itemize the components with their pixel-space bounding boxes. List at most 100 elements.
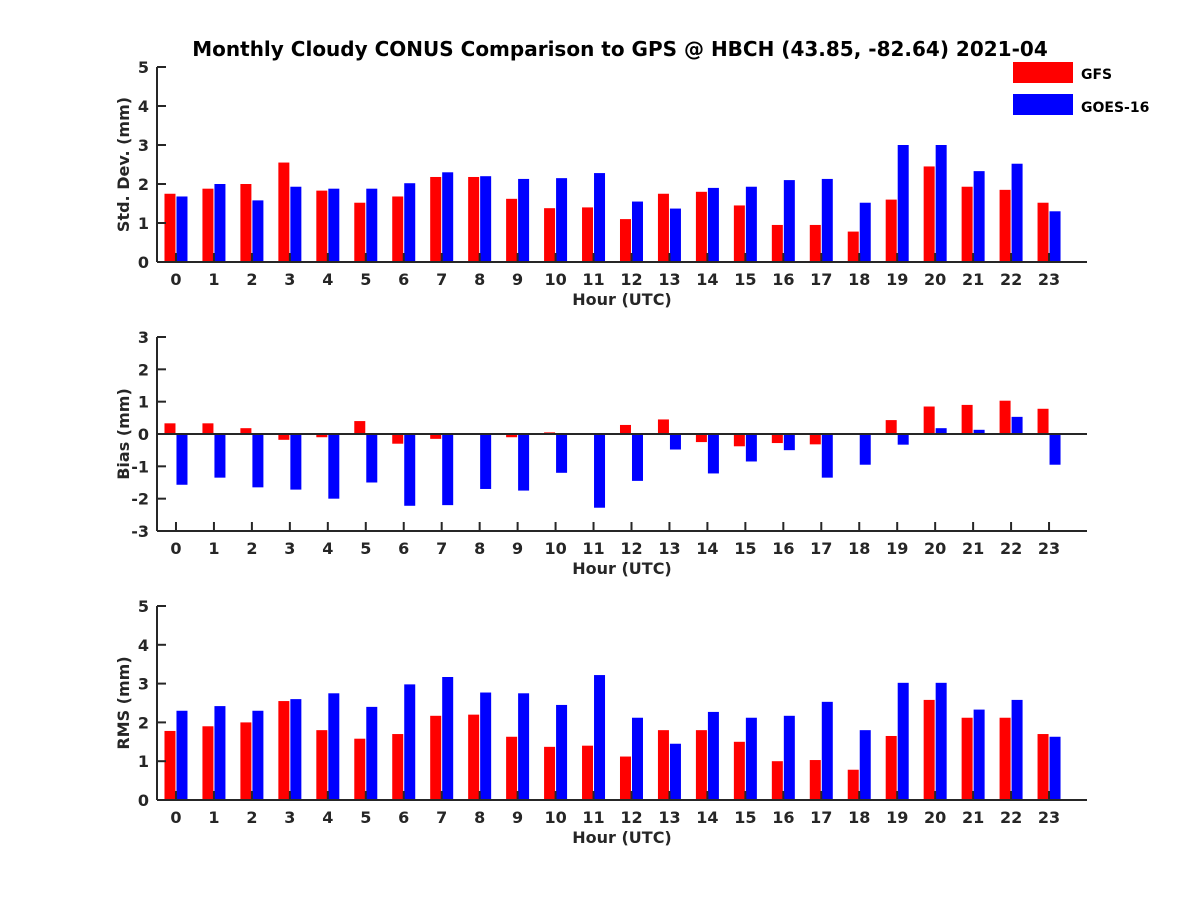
legend-label-gfs: GFS — [1081, 67, 1112, 83]
std-dev-bar-goes16-18 — [859, 202, 871, 262]
std-dev-bar-gfs-14 — [695, 191, 707, 262]
std-dev-bar-goes16-14 — [707, 187, 719, 262]
std-dev-bar-gfs-23 — [1037, 202, 1049, 262]
std-dev-x-tick-label: 10 — [544, 270, 566, 289]
rms-bar-goes16-5 — [366, 706, 378, 800]
std-dev-bar-gfs-12 — [619, 219, 631, 262]
rms-y-axis-label: RMS (mm) — [114, 656, 133, 749]
rms-bar-goes16-15 — [745, 717, 757, 800]
chart-title: Monthly Cloudy CONUS Comparison to GPS @… — [192, 37, 1047, 61]
bias-x-tick-label: 10 — [544, 539, 566, 558]
rms-bar-gfs-8 — [468, 714, 480, 800]
std-dev-x-tick-label: 4 — [322, 270, 333, 289]
std-dev-bar-goes16-21 — [973, 171, 985, 262]
bias-bar-goes16-11 — [594, 434, 606, 508]
rms-x-tick-label: 15 — [734, 808, 756, 827]
std-dev-bar-goes16-8 — [480, 176, 492, 262]
rms-bar-gfs-13 — [657, 730, 669, 800]
rms-bar-goes16-1 — [214, 706, 226, 800]
std-dev-bar-gfs-2 — [240, 184, 252, 262]
std-dev-bar-gfs-7 — [430, 176, 442, 262]
bias-bar-goes16-2 — [252, 434, 264, 488]
rms-bar-goes16-18 — [859, 730, 871, 800]
bias-x-tick-label: 17 — [810, 539, 832, 558]
bias-bar-gfs-7 — [430, 434, 442, 439]
bias-bar-gfs-2 — [240, 428, 252, 434]
rms-bar-goes16-21 — [973, 709, 985, 800]
std-dev-bar-goes16-5 — [366, 188, 378, 262]
std-dev-bar-gfs-9 — [506, 198, 518, 262]
bias-x-tick-label: 4 — [322, 539, 333, 558]
rms-y-tick-label: 2 — [138, 713, 149, 732]
std-dev-x-tick-label: 23 — [1038, 270, 1060, 289]
bias-bar-gfs-21 — [961, 404, 973, 434]
rms-bar-goes16-7 — [442, 677, 454, 800]
bias-x-tick-label: 16 — [772, 539, 794, 558]
bias-bar-goes16-3 — [290, 434, 302, 490]
rms-bar-gfs-20 — [923, 699, 935, 800]
std-dev-x-tick-label: 13 — [658, 270, 680, 289]
std-dev-x-axis-label: Hour (UTC) — [572, 290, 672, 309]
bias-bar-gfs-20 — [923, 406, 935, 434]
bias-bar-goes16-5 — [366, 434, 378, 483]
rms-bar-gfs-15 — [733, 741, 745, 800]
rms-y-tick-label: 4 — [138, 636, 149, 655]
std-dev-bar-goes16-3 — [290, 186, 302, 262]
bias-bar-goes16-9 — [518, 434, 530, 491]
std-dev-bar-goes16-1 — [214, 184, 226, 262]
bias-y-tick-label: 2 — [138, 360, 149, 379]
std-dev-bar-gfs-8 — [468, 176, 480, 262]
std-dev-y-tick-label: 2 — [138, 175, 149, 194]
bias-bar-gfs-14 — [695, 434, 707, 443]
std-dev-bar-goes16-11 — [594, 173, 606, 262]
bias-bar-goes16-16 — [783, 434, 795, 451]
bias-bar-gfs-17 — [809, 434, 821, 445]
rms-bar-gfs-17 — [809, 760, 821, 800]
bias-y-axis-label: Bias (mm) — [114, 388, 133, 480]
rms-bar-gfs-3 — [278, 701, 290, 800]
std-dev-bar-goes16-19 — [897, 145, 909, 262]
std-dev-bar-goes16-12 — [631, 201, 643, 262]
rms-y-tick-label: 1 — [138, 752, 149, 771]
rms-bar-goes16-13 — [669, 743, 681, 800]
legend-label-goes16: GOES-16 — [1081, 100, 1149, 116]
std-dev-bar-gfs-3 — [278, 162, 290, 262]
bias-bar-goes16-7 — [442, 434, 454, 506]
bias-bar-goes16-18 — [859, 434, 871, 465]
rms-y-tick-label: 0 — [138, 791, 149, 810]
bias-x-tick-label: 14 — [696, 539, 718, 558]
bias-bar-goes16-6 — [404, 434, 416, 506]
bias-x-tick-label: 8 — [474, 539, 485, 558]
rms-x-tick-label: 2 — [246, 808, 257, 827]
bias-bar-goes16-8 — [480, 434, 492, 489]
std-dev-x-tick-label: 2 — [246, 270, 257, 289]
std-dev-x-tick-label: 17 — [810, 270, 832, 289]
std-dev-y-axis-label: Std. Dev. (mm) — [114, 97, 133, 232]
rms-x-tick-label: 21 — [962, 808, 984, 827]
rms-bar-goes16-10 — [556, 704, 568, 800]
bias-x-tick-label: 12 — [620, 539, 642, 558]
std-dev-bar-gfs-17 — [809, 224, 821, 262]
rms-bar-goes16-9 — [518, 693, 530, 800]
bias-bar-gfs-3 — [278, 434, 290, 440]
bias-bar-goes16-15 — [745, 434, 757, 462]
bias-x-axis-label: Hour (UTC) — [572, 559, 672, 578]
rms-x-tick-label: 4 — [322, 808, 333, 827]
std-dev-y-tick-label: 4 — [138, 97, 149, 116]
std-dev-bar-gfs-21 — [961, 186, 973, 262]
rms-bar-gfs-23 — [1037, 734, 1049, 800]
rms-x-tick-label: 8 — [474, 808, 485, 827]
bias-bar-goes16-13 — [669, 434, 681, 450]
rms-bar-goes16-6 — [404, 684, 416, 800]
legend: GFS GOES-16 — [1013, 62, 1149, 116]
rms-bar-gfs-14 — [695, 730, 707, 800]
bias-bar-goes16-20 — [935, 428, 947, 434]
std-dev-bar-gfs-18 — [847, 231, 859, 262]
bias-y-tick-label: -2 — [131, 490, 149, 509]
bias-bar-gfs-23 — [1037, 408, 1049, 434]
rms-bar-goes16-3 — [290, 699, 302, 800]
std-dev-bar-gfs-10 — [544, 208, 556, 262]
rms-x-axis-label: Hour (UTC) — [572, 828, 672, 847]
std-dev-bar-gfs-15 — [733, 205, 745, 262]
rms-bar-goes16-2 — [252, 710, 264, 800]
